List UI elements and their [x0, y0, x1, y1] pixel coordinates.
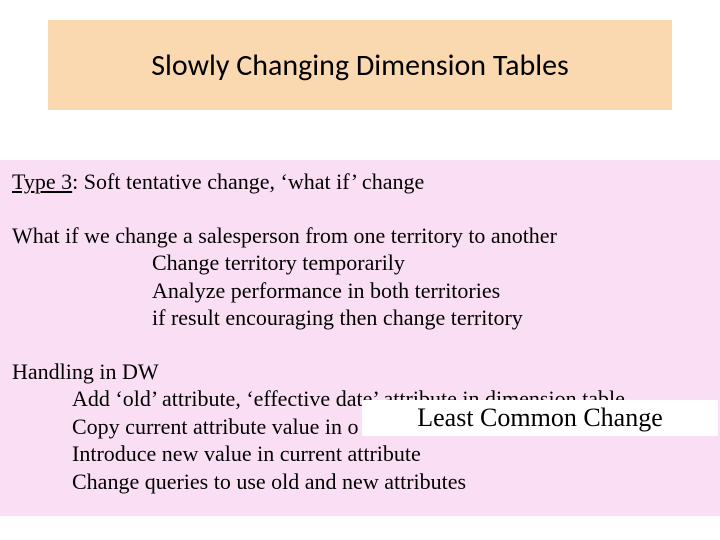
overlay-text: Least Common Change: [417, 403, 663, 433]
whatif-sub3: if result encouraging then change territ…: [12, 304, 708, 332]
overlay-box: Least Common Change: [362, 400, 718, 436]
body-box: Type 3: Soft tentative change, ‘what if’…: [0, 160, 720, 516]
type3-heading: Type 3: Soft tentative change, ‘what if’…: [12, 168, 708, 196]
slide: Slowly Changing Dimension Tables Type 3:…: [0, 0, 720, 540]
title-box: Slowly Changing Dimension Tables: [48, 20, 672, 110]
whatif-sub1: Change territory temporarily: [12, 249, 708, 277]
whatif-line: What if we change a salesperson from one…: [12, 222, 708, 250]
whatif-sub2: Analyze performance in both territories: [12, 277, 708, 305]
spacer: [12, 196, 708, 222]
slide-title: Slowly Changing Dimension Tables: [151, 47, 569, 84]
handling-line: Handling in DW: [12, 358, 708, 386]
type3-rest: : Soft tentative change, ‘what if’ chang…: [72, 169, 424, 194]
type3-label: Type 3: [12, 169, 72, 194]
spacer: [12, 332, 708, 358]
handling-sub4: Change queries to use old and new attrib…: [12, 468, 708, 496]
handling-sub3: Introduce new value in current attribute: [12, 440, 708, 468]
